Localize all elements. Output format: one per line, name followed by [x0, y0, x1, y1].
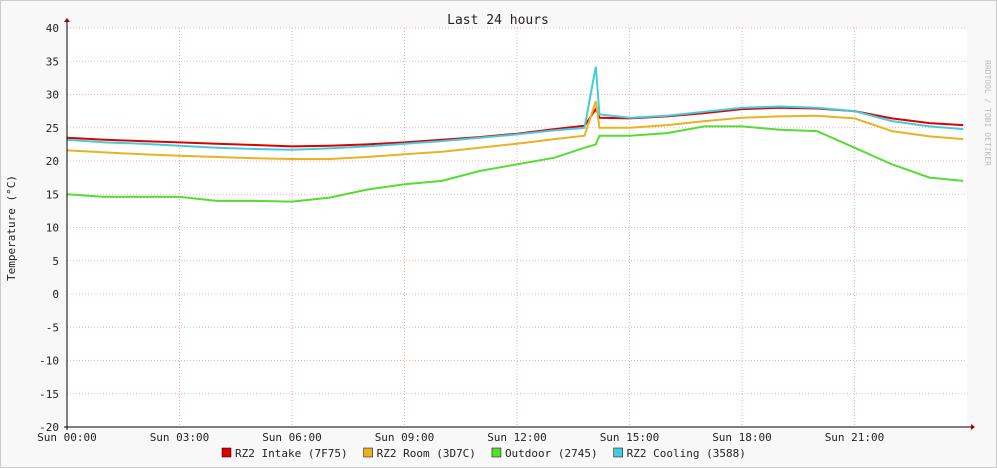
legend: RZ2 Intake (7F75) RZ2 Room (3D7C) Outdoor …	[221, 447, 746, 460]
series-line	[66, 66, 964, 151]
y-tick-label: 10	[46, 222, 59, 235]
x-tick-label: Sun 15:00	[600, 431, 660, 444]
x-tick-label: Sun 09:00	[375, 431, 435, 444]
y-tick-label: -20	[39, 421, 59, 434]
y-tick-label: -15	[39, 388, 59, 401]
x-tick-label: Sun 12:00	[487, 431, 547, 444]
legend-swatch	[491, 447, 502, 458]
y-tick-label: 5	[52, 255, 59, 268]
legend-swatch	[363, 447, 373, 458]
legend-label: Outdoor (2745)	[505, 447, 598, 460]
legend-label: RZ2 Room (3D7C)	[377, 447, 476, 460]
y-tick-label: 20	[46, 155, 59, 168]
grid	[66, 27, 967, 428]
y-tick-label: 30	[46, 89, 59, 102]
x-tick-label: Sun 00:00	[37, 431, 97, 444]
y-tick-label: -10	[39, 355, 59, 368]
x-tick-label: Sun 06:00	[262, 431, 322, 444]
x-tick-label: Sun 21:00	[825, 431, 885, 444]
legend-label: RZ2 Intake (7F75)	[235, 447, 348, 460]
watermark: RRDTOOL / TOBI OETIKER	[983, 60, 992, 166]
y-axis-label: Temperature (°C)	[5, 175, 18, 281]
series-line	[66, 100, 964, 160]
axes: -20 -15 -10 -5 0 5 10 15 20 25 30 35 40 Sun 00:00 Sun …	[37, 18, 975, 444]
lines	[66, 66, 964, 203]
chart-title: Last 24 hours	[447, 13, 549, 28]
y-tick-label: 35	[46, 55, 59, 68]
y-tick-label: 40	[46, 22, 59, 35]
series-line	[66, 125, 964, 203]
x-tick-label: Sun 18:00	[712, 431, 772, 444]
y-tick-label: 25	[46, 122, 59, 135]
y-tick-label: 0	[52, 288, 59, 301]
legend-swatch	[613, 447, 623, 458]
y-tick-label: -5	[46, 321, 59, 334]
axis-arrow	[971, 424, 975, 430]
x-tick-label: Sun 03:00	[150, 431, 210, 444]
axis-arrow	[64, 18, 70, 22]
y-tick-label: 15	[46, 188, 59, 201]
legend-swatch	[221, 447, 232, 458]
legend-label: RZ2 Cooling (3588)	[627, 447, 746, 460]
